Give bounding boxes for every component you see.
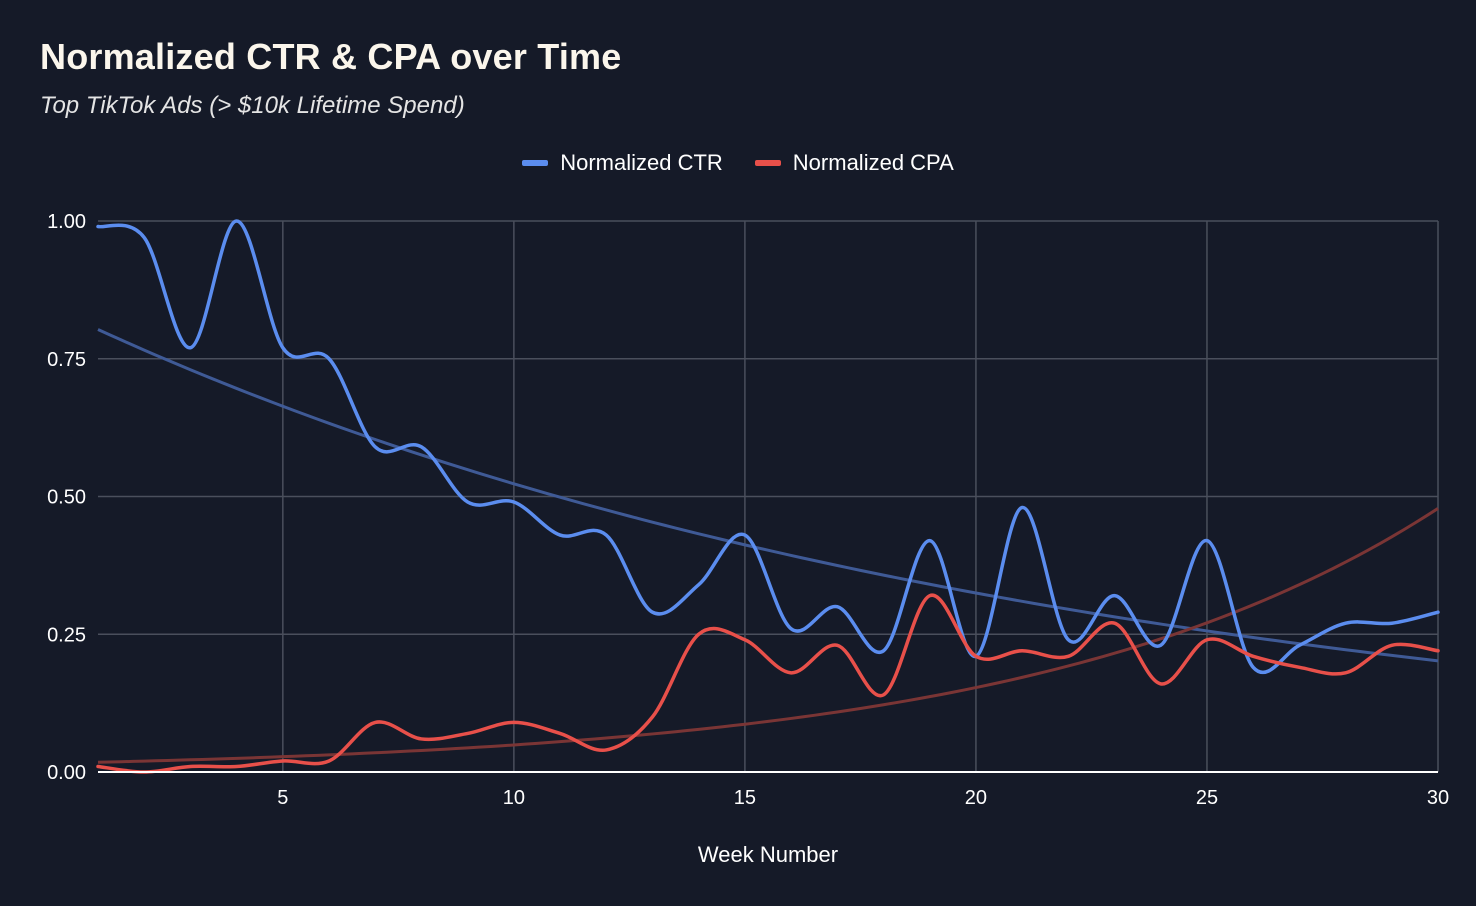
data-point-ctr[interactable]: [278, 343, 288, 353]
data-point-cpa[interactable]: [925, 591, 935, 601]
data-point-cpa[interactable]: [1248, 651, 1258, 661]
data-point-cpa[interactable]: [232, 761, 242, 771]
trendline-ctr: [97, 328, 1439, 663]
y-tick-label: 0.25: [47, 624, 86, 646]
legend-swatch-cpa: [754, 160, 781, 166]
series-line-cpa: [96, 593, 1440, 774]
data-point-cpa[interactable]: [1387, 640, 1397, 650]
data-point-ctr[interactable]: [185, 343, 195, 353]
x-tick-label: 10: [503, 787, 525, 809]
data-point-cpa[interactable]: [740, 635, 750, 645]
data-point-cpa[interactable]: [324, 756, 334, 766]
data-point-ctr[interactable]: [509, 497, 519, 507]
x-tick-label: 15: [734, 787, 756, 809]
data-point-cpa[interactable]: [463, 728, 473, 738]
data-point-ctr[interactable]: [324, 354, 334, 364]
data-point-ctr[interactable]: [1341, 618, 1351, 628]
data-point-cpa[interactable]: [1110, 618, 1120, 628]
series-lines: [93, 216, 1443, 774]
data-point-ctr[interactable]: [555, 530, 565, 540]
data-point-cpa[interactable]: [832, 640, 842, 650]
data-point-cpa[interactable]: [1202, 635, 1212, 645]
data-point-ctr[interactable]: [1063, 635, 1073, 645]
data-point-cpa[interactable]: [370, 717, 380, 727]
trendlines: [97, 328, 1439, 764]
data-point-cpa[interactable]: [1294, 662, 1304, 672]
data-point-cpa[interactable]: [647, 712, 657, 722]
data-point-ctr[interactable]: [647, 607, 657, 617]
legend-item-ctr[interactable]: Normalized CTR: [522, 150, 723, 176]
data-point-ctr[interactable]: [1433, 607, 1443, 617]
data-point-ctr[interactable]: [416, 442, 426, 452]
data-point-cpa[interactable]: [879, 690, 889, 700]
chart-subtitle: Top TikTok Ads (> $10k Lifetime Spend): [40, 92, 465, 119]
data-point-ctr[interactable]: [786, 624, 796, 634]
data-point-ctr[interactable]: [601, 530, 611, 540]
y-tick-label: 0.50: [47, 487, 86, 509]
data-point-cpa[interactable]: [786, 668, 796, 678]
data-point-ctr[interactable]: [1294, 640, 1304, 650]
data-point-cpa[interactable]: [1156, 679, 1166, 689]
data-point-cpa[interactable]: [1433, 646, 1443, 656]
data-point-cpa[interactable]: [1063, 651, 1073, 661]
x-tick-label: 25: [1196, 787, 1218, 809]
legend-item-cpa[interactable]: Normalized CPA: [754, 150, 954, 176]
data-point-ctr[interactable]: [1017, 503, 1027, 513]
data-point-ctr[interactable]: [93, 222, 103, 232]
data-point-ctr[interactable]: [463, 497, 473, 507]
axes: 0.00 0.25 0.50 0.75 1.00 5 10 15 20 25 30: [47, 211, 1449, 809]
data-point-cpa[interactable]: [1017, 646, 1027, 656]
data-point-ctr[interactable]: [740, 530, 750, 540]
data-point-cpa[interactable]: [93, 761, 103, 771]
data-point-ctr[interactable]: [1202, 536, 1212, 546]
data-point-cpa[interactable]: [278, 756, 288, 766]
grid-lines: [98, 220, 1439, 772]
legend-swatch-ctr: [522, 160, 549, 166]
x-tick-label: 30: [1427, 787, 1449, 809]
trendline-cpa: [97, 507, 1439, 764]
data-point-cpa[interactable]: [185, 761, 195, 771]
data-point-ctr[interactable]: [1248, 662, 1258, 672]
data-point-cpa[interactable]: [601, 745, 611, 755]
y-tick-label: 1.00: [47, 211, 86, 233]
chart-title: Normalized CTR & CPA over Time: [40, 36, 622, 77]
data-point-cpa[interactable]: [509, 717, 519, 727]
x-tick-label: 20: [965, 787, 987, 809]
data-point-cpa[interactable]: [416, 734, 426, 744]
data-point-ctr[interactable]: [232, 216, 242, 226]
y-tick-label: 0.00: [47, 762, 86, 784]
data-point-ctr[interactable]: [370, 442, 380, 452]
data-point-ctr[interactable]: [694, 580, 704, 590]
data-point-ctr[interactable]: [879, 646, 889, 656]
legend-label-ctr: Normalized CTR: [560, 150, 723, 175]
data-point-cpa[interactable]: [1341, 668, 1351, 678]
legend: Normalized CTR Normalized CPA: [0, 150, 1476, 176]
data-point-cpa[interactable]: [971, 651, 981, 661]
data-point-ctr[interactable]: [1387, 618, 1397, 628]
legend-label-cpa: Normalized CPA: [792, 150, 954, 175]
data-point-ctr[interactable]: [1110, 591, 1120, 601]
x-tick-label: 5: [277, 787, 288, 809]
y-tick-label: 0.75: [47, 349, 86, 371]
data-point-ctr[interactable]: [1156, 640, 1166, 650]
data-point-cpa[interactable]: [694, 629, 704, 639]
data-point-cpa[interactable]: [555, 728, 565, 738]
series-line-ctr: [96, 219, 1440, 675]
data-point-ctr[interactable]: [832, 602, 842, 612]
data-point-ctr[interactable]: [925, 536, 935, 546]
x-axis-label: Week Number: [698, 842, 838, 867]
data-point-ctr[interactable]: [139, 233, 149, 243]
